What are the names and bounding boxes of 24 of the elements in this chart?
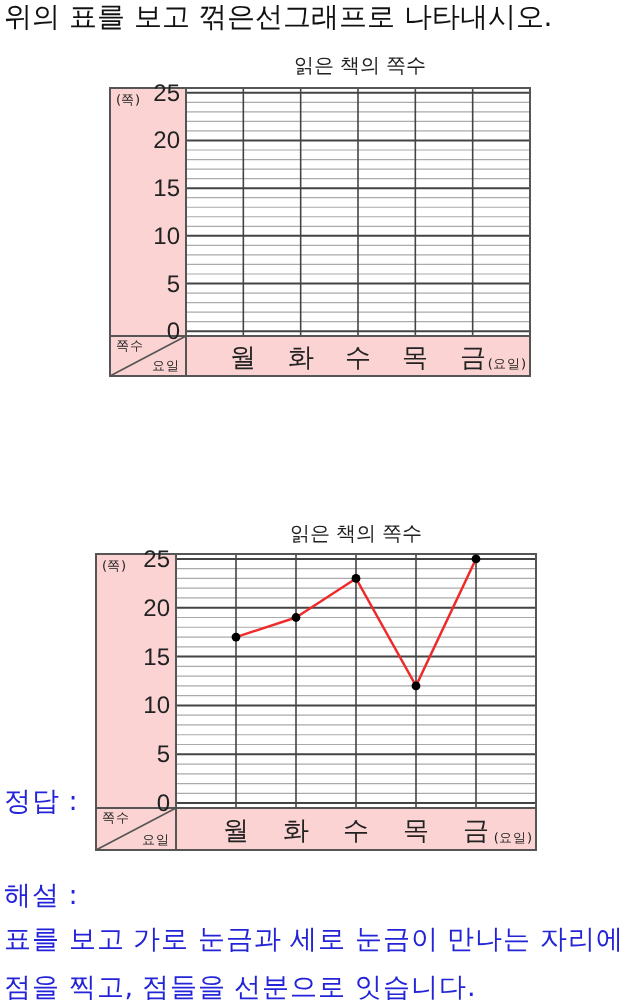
y-tick-label: 20 — [153, 126, 181, 155]
y-tick-label: 10 — [153, 221, 181, 250]
x-tick-label: 수 — [343, 817, 369, 847]
text: 정답 : — [4, 786, 78, 818]
x-tick-label: 목 — [402, 344, 429, 374]
x-tick-label: 수 — [345, 344, 371, 374]
y-tick-label: 5 — [156, 740, 171, 769]
x-tick-label: 목 — [403, 817, 429, 847]
y-tick-label: 15 — [143, 642, 171, 671]
x-tick-label: 월 — [223, 817, 249, 847]
text: 표를 보고 가로 눈금과 세로 눈금이 만나는 자리에 점을 찍고, 점들을 선분으로 잇습니다. — [4, 922, 627, 1008]
y-tick-label: 10 — [143, 691, 171, 720]
y-tick-label: 5 — [166, 269, 181, 298]
y-tick-label: 15 — [153, 174, 181, 203]
chart-title: 읽은 책의 쪽수 — [293, 56, 427, 78]
text: 해설 : — [4, 878, 80, 916]
x-tick-label: 화 — [287, 344, 314, 374]
x-tick-label: 금 — [463, 817, 489, 847]
x-tick-label: 금 — [459, 344, 486, 374]
chart-title: 읽은 책의 쪽수 — [289, 524, 423, 546]
y-tick-label: 20 — [143, 593, 171, 622]
text: 위의 표를 보고 꺾은선그래프로 나타내시오. — [4, 0, 553, 36]
x-tick-label: 월 — [230, 344, 257, 374]
x-tick-label: 화 — [283, 817, 309, 847]
